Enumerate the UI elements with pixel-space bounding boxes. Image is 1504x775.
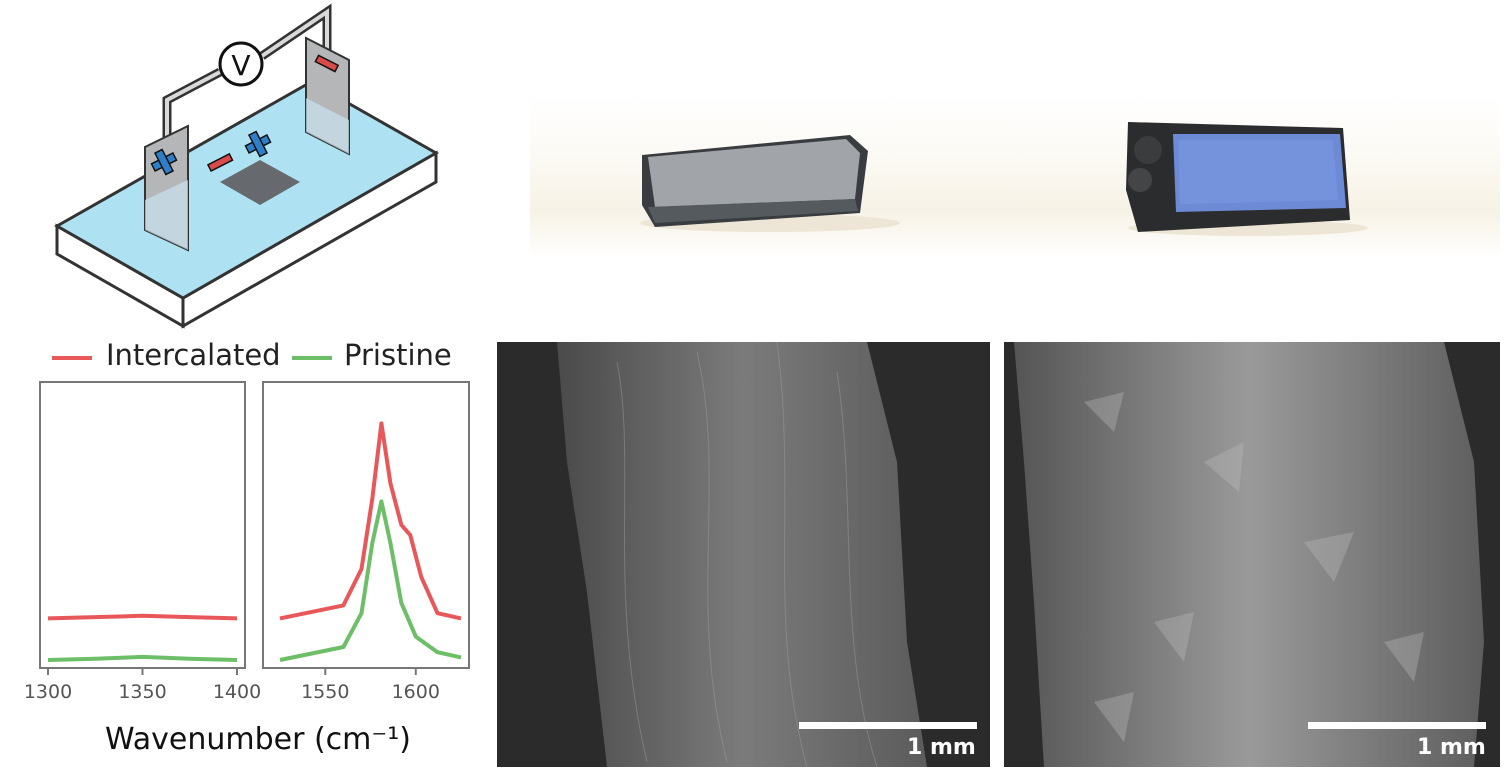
voltmeter-icon bbox=[218, 41, 264, 87]
series-line-pristine bbox=[47, 654, 238, 662]
chart-legend: Intercalated Pristine bbox=[52, 338, 472, 376]
minus-icon bbox=[314, 54, 340, 73]
wire bbox=[162, 68, 223, 138]
wire-inner bbox=[260, 8, 329, 60]
plus-icon bbox=[150, 148, 178, 176]
plot-panel-frame bbox=[39, 381, 246, 669]
voltmeter-label: V bbox=[231, 49, 250, 82]
legend-label-pristine: Pristine bbox=[344, 338, 452, 372]
x-axis-label: Wavenumber (cm⁻¹) bbox=[105, 722, 411, 757]
series-line-pristine bbox=[279, 499, 462, 662]
intercalated-sample-photo bbox=[1126, 122, 1368, 236]
x-tick-label: 1550 bbox=[301, 681, 349, 703]
right-electrode-submerged bbox=[306, 98, 349, 154]
scale-bar bbox=[799, 722, 977, 729]
pristine-sample-photo bbox=[640, 135, 900, 232]
raman-spectra-chart: 1300 1350 1400 1550 1600 bbox=[24, 381, 470, 703]
series-line-intercalated bbox=[47, 613, 238, 621]
scale-bar-label: 1 mm bbox=[1417, 735, 1486, 760]
series-line-intercalated bbox=[279, 421, 462, 621]
legend-swatch-pristine bbox=[292, 356, 332, 360]
scale-bar bbox=[1308, 722, 1486, 729]
legend-label-intercalated: Intercalated bbox=[106, 338, 281, 372]
sem-image-pristine: 1 mm bbox=[497, 342, 990, 767]
x-tick-label: 1350 bbox=[118, 681, 166, 703]
x-tick-label: 1400 bbox=[213, 681, 261, 703]
x-tick-label: 1300 bbox=[24, 681, 72, 703]
x-tick-label: 1600 bbox=[392, 681, 440, 703]
plot-panel-frame bbox=[262, 381, 470, 669]
minus-icon bbox=[206, 152, 234, 173]
electrochemical-cell-schematic: V bbox=[53, 3, 440, 329]
sem-image-intercalated: 1 mm bbox=[1004, 342, 1500, 767]
legend-swatch-intercalated bbox=[52, 356, 92, 360]
plus-icon bbox=[244, 130, 272, 158]
graphite-sample bbox=[220, 160, 300, 205]
scale-bar-label: 1 mm bbox=[907, 735, 976, 760]
wire-inner bbox=[165, 70, 221, 138]
left-electrode-submerged bbox=[145, 180, 188, 250]
